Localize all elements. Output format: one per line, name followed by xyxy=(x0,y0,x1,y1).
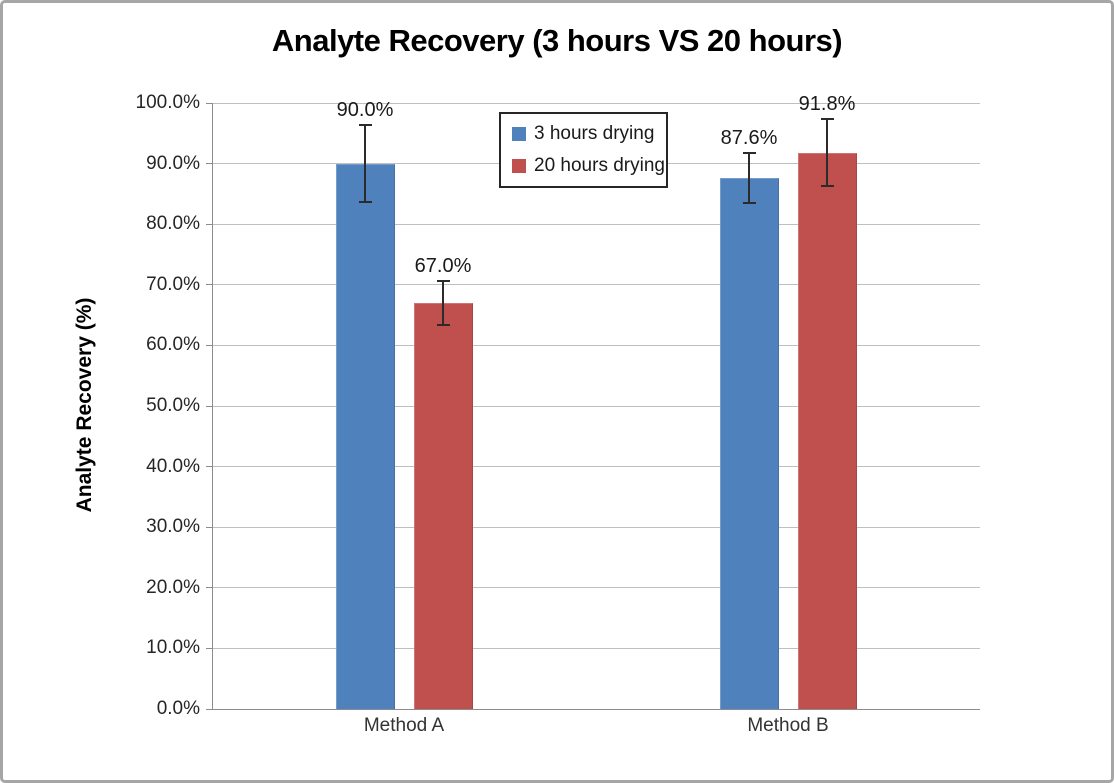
data-label-method-b-20-hours-drying: 91.8% xyxy=(798,93,856,116)
y-axis-tick xyxy=(206,526,212,528)
gridline xyxy=(212,466,980,468)
y-axis-tick xyxy=(206,102,212,104)
legend-item-3-hours-drying: 3 hours drying xyxy=(512,123,666,145)
error-bar xyxy=(826,119,828,187)
y-axis-tick xyxy=(206,284,212,286)
y-axis-tick-label: 0.0% xyxy=(156,698,200,719)
y-axis-tick xyxy=(206,466,212,468)
y-axis-tick xyxy=(206,587,212,589)
gridline xyxy=(212,526,980,528)
data-label-method-a-3-hours-drying: 90.0% xyxy=(336,99,394,122)
y-axis-line xyxy=(212,103,213,709)
error-bar-bottom-cap xyxy=(820,185,834,188)
y-axis-tick xyxy=(206,344,212,346)
gridline xyxy=(212,102,980,104)
y-axis-tick-label: 90.0% xyxy=(146,152,200,174)
legend-label: 20 hours drying xyxy=(534,154,665,176)
y-axis-tick xyxy=(206,647,212,649)
y-axis-tick-label: 60.0% xyxy=(146,334,200,356)
x-axis-category-label-method-b: Method B xyxy=(747,715,829,736)
gridline xyxy=(212,284,980,286)
error-bar xyxy=(442,280,444,326)
bar-method-b-20-hours-drying xyxy=(797,152,857,709)
error-bar xyxy=(364,125,366,202)
error-bar-bottom-cap xyxy=(436,324,450,327)
error-bar xyxy=(748,153,750,203)
y-axis-tick xyxy=(206,163,212,165)
error-bar-top-cap xyxy=(436,279,450,282)
gridline xyxy=(212,344,980,346)
plot-area: 0.0% 10.0% 20.0% 30.0% 40.0% 50.0% 60.0% 70.0% 8… xyxy=(3,3,1111,780)
legend-label: 3 hours drying xyxy=(534,123,655,145)
error-bar-top-cap xyxy=(742,152,756,155)
y-axis-tick xyxy=(206,405,212,407)
y-axis-tick-label: 50.0% xyxy=(146,395,200,416)
gridline xyxy=(212,647,980,649)
gridline xyxy=(212,587,980,589)
bar-method-b-3-hours-drying xyxy=(719,178,779,709)
legend-swatch-blue-icon xyxy=(512,127,526,142)
x-axis-category-label-method-a: Method A xyxy=(363,715,445,736)
y-axis-tick-label: 100.0% xyxy=(135,92,200,113)
error-bar-bottom-cap xyxy=(742,201,756,204)
error-bar-top-cap xyxy=(358,124,372,127)
gridline xyxy=(212,405,980,407)
legend: 3 hours drying 20 hours drying xyxy=(499,112,668,188)
y-axis-tick-label: 30.0% xyxy=(146,516,200,538)
gridline xyxy=(212,223,980,225)
y-axis-tick xyxy=(206,223,212,225)
x-axis-line xyxy=(206,708,980,710)
legend-item-20-hours-drying: 20 hours drying xyxy=(512,155,666,177)
y-axis-tick-label: 40.0% xyxy=(146,455,200,477)
legend-swatch-red-icon xyxy=(512,158,526,173)
data-label-method-a-20-hours-drying: 67.0% xyxy=(414,254,472,277)
error-bar-top-cap xyxy=(820,118,834,121)
y-axis-tick-label: 70.0% xyxy=(146,273,200,295)
bar-method-a-20-hours-drying xyxy=(413,302,473,709)
y-axis-tick-label: 10.0% xyxy=(146,637,200,659)
y-axis-tick-label: 20.0% xyxy=(146,576,200,598)
y-axis-tick-label: 80.0% xyxy=(146,213,200,235)
chart-title: Analyte Recovery (3 hours VS 20 hours) xyxy=(271,23,843,58)
error-bar-bottom-cap xyxy=(358,200,372,203)
bar-method-a-3-hours-drying xyxy=(335,163,395,709)
data-label-method-b-3-hours-drying: 87.6% xyxy=(720,127,778,150)
